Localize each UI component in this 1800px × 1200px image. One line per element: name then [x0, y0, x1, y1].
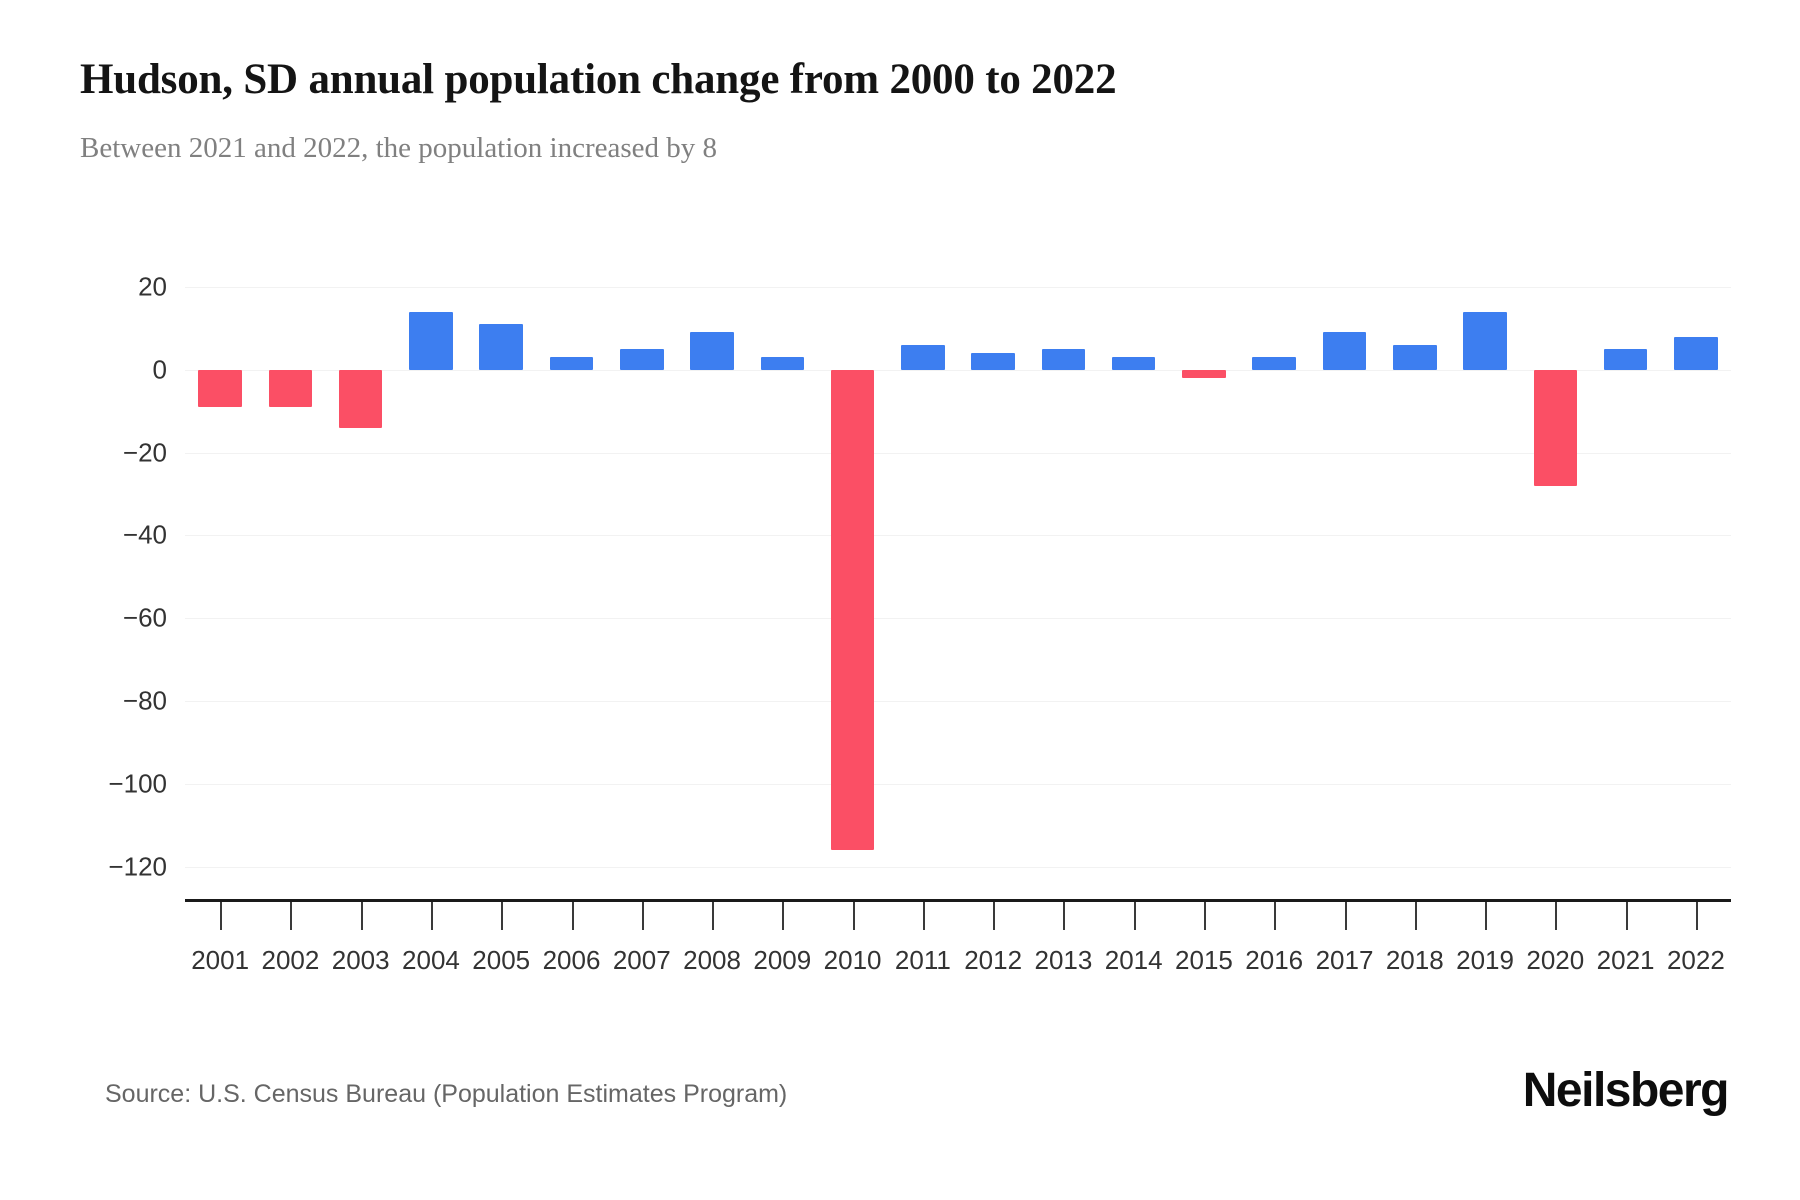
x-axis-tick-label-2022: 2022 [1666, 945, 1725, 975]
y-axis-tick-label: 0 [152, 354, 167, 385]
x-axis-tick [852, 902, 855, 930]
bar-2012[interactable] [971, 353, 1015, 370]
bar-2007[interactable] [619, 349, 664, 370]
y-axis-tick-label: 20 [138, 271, 167, 302]
x-axis-tick [1133, 902, 1136, 930]
x-axis-tick [1555, 902, 1558, 930]
x-axis-tick-label-2003: 2003 [331, 945, 390, 975]
x-axis-tick [782, 902, 785, 930]
gridline [185, 784, 1731, 785]
x-axis-tick [1485, 902, 1488, 930]
x-axis-tick-label-2006: 2006 [542, 945, 601, 975]
x-axis-tick-label-2014: 2014 [1104, 945, 1163, 975]
bar-2009[interactable] [760, 357, 805, 370]
bar-2002[interactable] [268, 369, 313, 407]
x-axis-tick [993, 902, 996, 930]
x-axis-tick [641, 902, 644, 930]
x-axis-tick-label-2009: 2009 [753, 945, 812, 975]
x-axis-tick-label-2008: 2008 [683, 945, 741, 975]
bar-2017[interactable] [1322, 332, 1367, 370]
x-axis-tick-label-2017: 2017 [1315, 945, 1374, 975]
x-axis-tick [1274, 902, 1277, 930]
y-axis-tick-label: −120 [108, 851, 167, 882]
bar-2008[interactable] [690, 332, 734, 370]
x-axis-tick [430, 902, 433, 930]
y-axis-tick-label: −60 [122, 602, 167, 633]
bar-2019[interactable] [1463, 311, 1507, 370]
x-axis-tick [290, 902, 293, 930]
x-axis-tick [1063, 902, 1066, 930]
bar-2006[interactable] [549, 357, 594, 370]
gridline [185, 286, 1731, 288]
x-axis-tick [1203, 902, 1206, 930]
bar-2005[interactable] [479, 324, 523, 370]
x-axis-line [185, 899, 1731, 902]
gridline [185, 452, 1731, 454]
x-axis-tick [501, 902, 504, 930]
page-subtitle: Between 2021 and 2022, the population in… [80, 132, 718, 164]
bar-2014[interactable] [1111, 357, 1156, 370]
brand-logo: Neilsberg [1522, 1064, 1730, 1117]
x-axis-tick-label-2002: 2002 [261, 945, 320, 975]
x-axis-tick-label-2020: 2020 [1526, 945, 1585, 975]
bar-2013[interactable] [1041, 349, 1086, 370]
x-axis-tick-label-2015: 2015 [1175, 945, 1233, 975]
y-axis-tick-label: −80 [122, 685, 167, 716]
x-axis-tick [1344, 902, 1347, 930]
bar-2016[interactable] [1252, 357, 1296, 370]
x-axis-tick-label-2007: 2007 [612, 945, 671, 975]
x-axis-tick-label-2021: 2021 [1596, 945, 1655, 975]
x-axis-tick-label-2018: 2018 [1385, 945, 1444, 975]
x-axis-tick [922, 902, 925, 930]
gridline [185, 701, 1731, 703]
page-title: Hudson, SD annual population change from… [80, 56, 1117, 103]
bar-2001[interactable] [198, 369, 242, 407]
bar-series [185, 262, 1731, 900]
plot-area [185, 262, 1731, 900]
x-axis-tick [1414, 902, 1417, 930]
x-axis-tick-label-2001: 2001 [191, 945, 250, 975]
x-axis-tick-label-2004: 2004 [402, 945, 460, 975]
gridline [185, 535, 1731, 537]
bar-2015[interactable] [1182, 369, 1226, 378]
x-axis-tick-label-2010: 2010 [823, 945, 882, 975]
bar-2003[interactable] [338, 369, 383, 428]
bar-2020[interactable] [1533, 369, 1578, 486]
gridline [185, 369, 1731, 371]
x-axis-tick-label-2012: 2012 [964, 945, 1023, 975]
y-axis-tick-label: −40 [122, 519, 167, 550]
bar-2004[interactable] [409, 311, 453, 370]
x-axis-tick-label-2011: 2011 [894, 945, 951, 975]
x-axis-tick-label-2019: 2019 [1456, 945, 1514, 975]
x-axis-tick [1695, 902, 1698, 930]
x-axis-tick-label-2005: 2005 [472, 945, 531, 975]
x-axis-tick [571, 902, 574, 930]
bar-2011[interactable] [901, 344, 945, 370]
bar-2010[interactable] [830, 369, 875, 851]
source-note: Source: U.S. Census Bureau (Population E… [105, 1080, 788, 1108]
x-axis-tick [220, 902, 223, 930]
gridline [185, 618, 1731, 620]
gridline [185, 866, 1731, 868]
y-axis-tick-label: −100 [108, 768, 167, 799]
x-axis-tick-label-2013: 2013 [1034, 945, 1093, 975]
bar-2021[interactable] [1603, 349, 1648, 370]
bar-2022[interactable] [1674, 336, 1718, 370]
bar-2018[interactable] [1392, 344, 1437, 370]
y-axis-tick-label: −20 [122, 437, 167, 468]
x-axis-tick-label-2016: 2016 [1245, 945, 1304, 975]
x-axis-tick [712, 902, 715, 930]
x-axis-tick [360, 902, 363, 930]
x-axis-tick [1625, 902, 1628, 930]
